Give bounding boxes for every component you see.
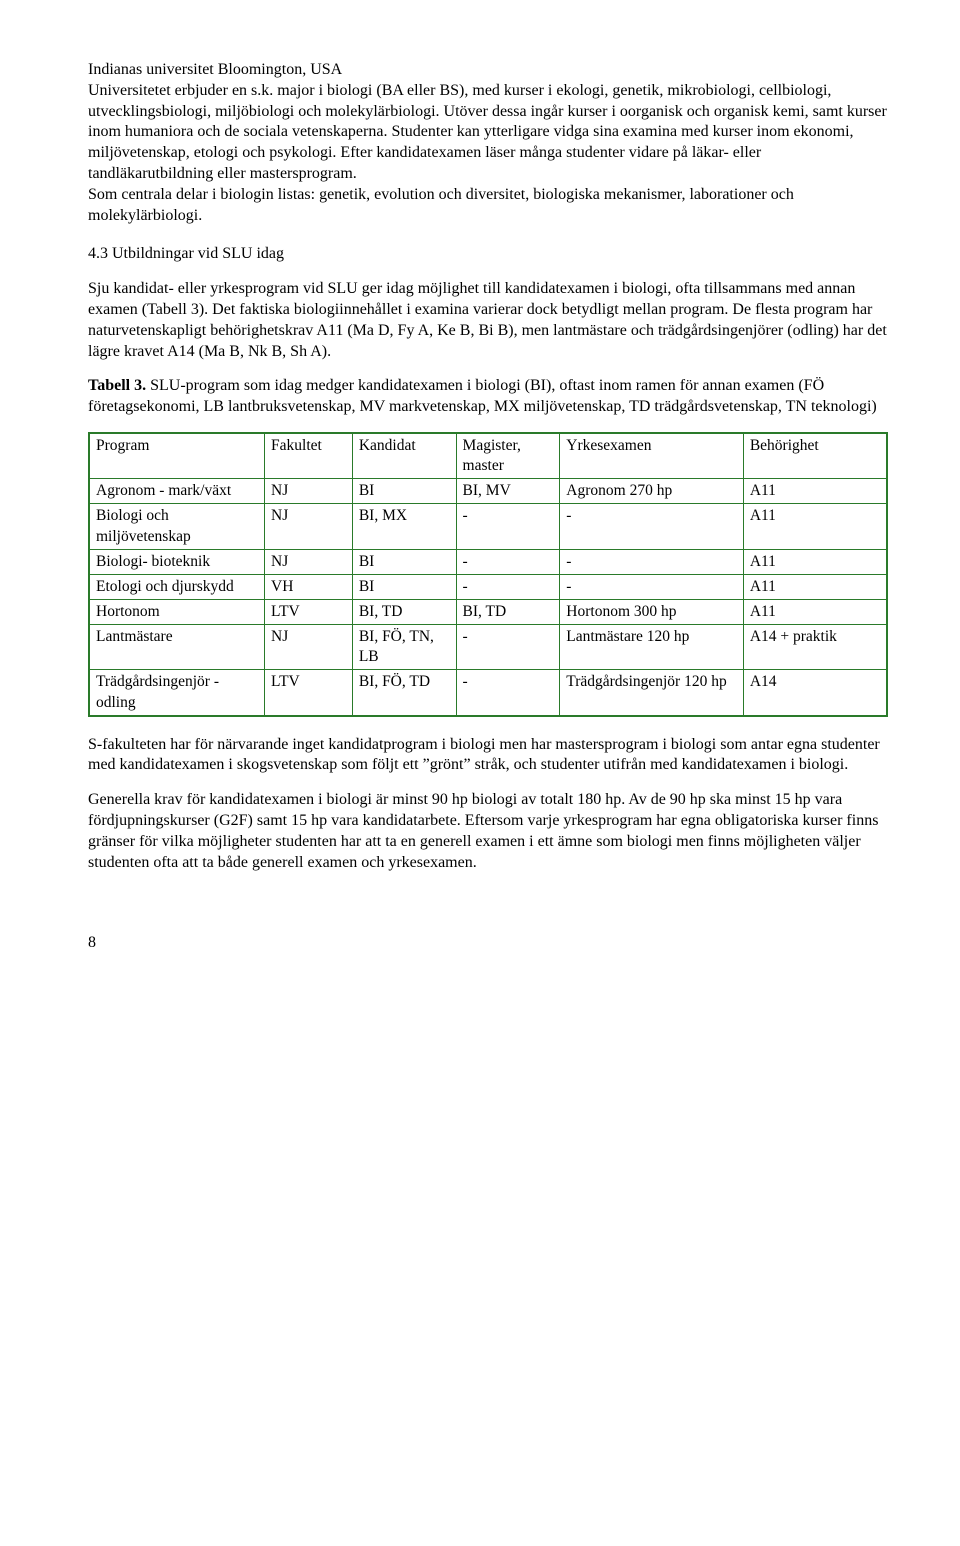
table-cell: Trädgårdsingenjör 120 hp <box>560 670 744 716</box>
table-cell: Agronom 270 hp <box>560 479 744 504</box>
table-cell: BI, TD <box>352 599 456 624</box>
table-cell: Lantmästare <box>89 625 265 670</box>
table-cell: - <box>560 549 744 574</box>
paragraph-generella-krav: Generella krav för kandidatexamen i biol… <box>88 790 888 873</box>
table-header-cell: Magister, master <box>456 433 560 479</box>
table-row: Trädgårdsingenjör - odlingLTVBI, FÖ, TD-… <box>89 670 887 716</box>
table-cell: BI, MX <box>352 504 456 549</box>
table-cell: - <box>456 670 560 716</box>
table-cell: - <box>560 504 744 549</box>
table-row: Agronom - mark/växtNJBIBI, MVAgronom 270… <box>89 479 887 504</box>
programs-table: ProgramFakultetKandidatMagister, masterY… <box>88 432 888 717</box>
table-cell: - <box>456 625 560 670</box>
table-cell: - <box>456 504 560 549</box>
table-cell: A14 + praktik <box>743 625 887 670</box>
table-cell: BI <box>352 479 456 504</box>
table-cell: BI, FÖ, TN, LB <box>352 625 456 670</box>
table-cell: BI <box>352 549 456 574</box>
paragraph-intro: Indianas universitet Bloomington, USAUni… <box>88 60 888 226</box>
table-cell: - <box>560 574 744 599</box>
table-caption: Tabell 3. SLU-program som idag medger ka… <box>88 376 888 418</box>
table-cell: Lantmästare 120 hp <box>560 625 744 670</box>
table-caption-label: Tabell 3. <box>88 377 146 394</box>
table-cell: - <box>456 574 560 599</box>
table-header-cell: Kandidat <box>352 433 456 479</box>
table-cell: BI, FÖ, TD <box>352 670 456 716</box>
table-cell: A14 <box>743 670 887 716</box>
table-header-cell: Behörighet <box>743 433 887 479</box>
table-cell: A11 <box>743 599 887 624</box>
table-cell: Trädgårdsingenjör - odling <box>89 670 265 716</box>
table-header-row: ProgramFakultetKandidatMagister, masterY… <box>89 433 887 479</box>
table-cell: BI, MV <box>456 479 560 504</box>
table-caption-text: SLU-program som idag medger kandidatexam… <box>88 377 877 415</box>
table-cell: NJ <box>265 625 353 670</box>
table-row: Biologi- bioteknikNJBI--A11 <box>89 549 887 574</box>
table-cell: A11 <box>743 574 887 599</box>
table-header-cell: Fakultet <box>265 433 353 479</box>
table-row: LantmästareNJBI, FÖ, TN, LB-Lantmästare … <box>89 625 887 670</box>
table-cell: A11 <box>743 504 887 549</box>
heading-4-3: 4.3 Utbildningar vid SLU idag <box>88 244 888 265</box>
table-cell: - <box>456 549 560 574</box>
table-cell: NJ <box>265 479 353 504</box>
table-cell: A11 <box>743 549 887 574</box>
table-cell: Biologi- bioteknik <box>89 549 265 574</box>
table-cell: Agronom - mark/växt <box>89 479 265 504</box>
table-cell: LTV <box>265 670 353 716</box>
table-cell: BI, TD <box>456 599 560 624</box>
table-header-cell: Yrkesexamen <box>560 433 744 479</box>
table-header-cell: Program <box>89 433 265 479</box>
table-row: Etologi och djurskyddVHBI--A11 <box>89 574 887 599</box>
paragraph-programs: Sju kandidat- eller yrkesprogram vid SLU… <box>88 279 888 362</box>
table-cell: A11 <box>743 479 887 504</box>
table-cell: Etologi och djurskydd <box>89 574 265 599</box>
table-cell: Hortonom 300 hp <box>560 599 744 624</box>
table-cell: BI <box>352 574 456 599</box>
table-row: HortonomLTVBI, TDBI, TDHortonom 300 hpA1… <box>89 599 887 624</box>
paragraph-sfakultet: S-fakulteten har för närvarande inget ka… <box>88 735 888 777</box>
table-cell: VH <box>265 574 353 599</box>
table-cell: Biologi och miljövetenskap <box>89 504 265 549</box>
table-cell: NJ <box>265 504 353 549</box>
page-number: 8 <box>88 933 888 954</box>
table-row: Biologi och miljövetenskapNJBI, MX--A11 <box>89 504 887 549</box>
table-cell: Hortonom <box>89 599 265 624</box>
table-cell: NJ <box>265 549 353 574</box>
table-cell: LTV <box>265 599 353 624</box>
